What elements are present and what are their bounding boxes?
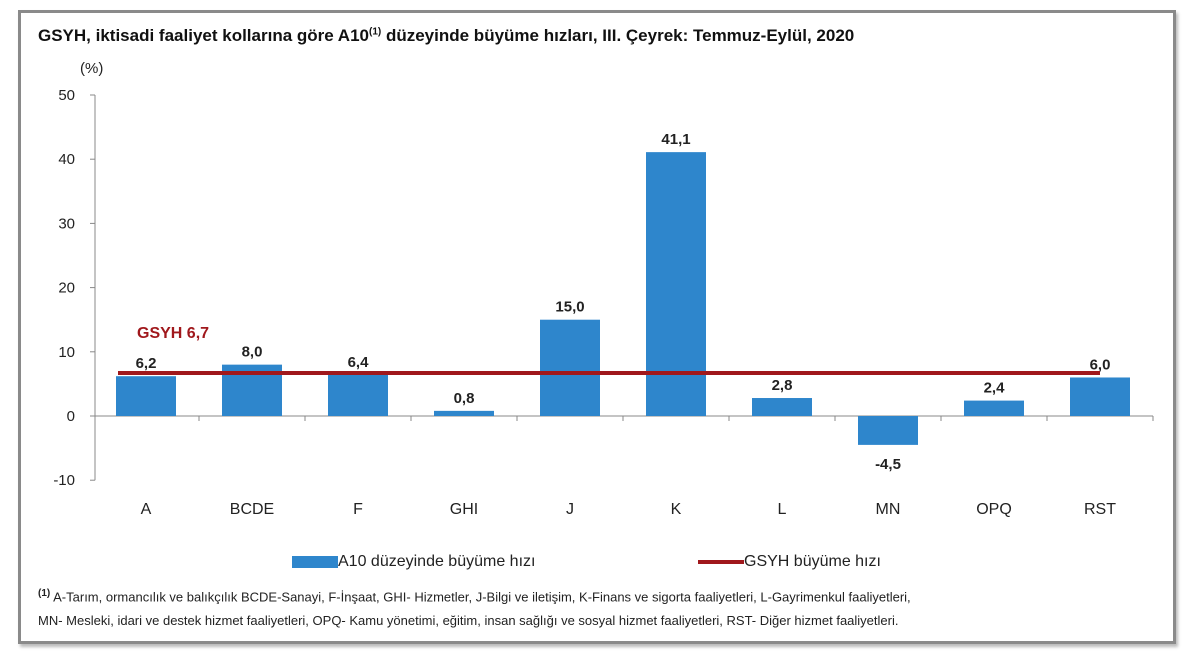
y-tick-label: 40	[58, 151, 75, 168]
bar-J	[540, 319, 600, 416]
bar-MN	[858, 416, 918, 445]
x-tick-label: J	[566, 501, 574, 518]
footnote-text-1: A-Tarım, ormancılık ve balıkçılık BCDE-S…	[50, 589, 911, 605]
data-label-RST: 6,0	[1090, 356, 1111, 373]
legend-swatch-line	[698, 560, 744, 564]
legend-label-line: GSYH büyüme hızı	[744, 553, 881, 570]
data-label-J: 15,0	[555, 299, 584, 316]
data-label-MN: -4,5	[875, 456, 901, 473]
bar-L	[752, 398, 812, 416]
x-tick-label: RST	[1084, 501, 1116, 518]
x-tick-label: MN	[876, 501, 901, 518]
bar-GHI	[434, 410, 494, 416]
y-tick-label: 20	[58, 280, 75, 297]
x-tick-label: L	[778, 501, 787, 518]
y-tick-label: 0	[67, 408, 75, 425]
data-label-A: 6,2	[136, 355, 157, 372]
gsyh-annotation: GSYH 6,7	[137, 325, 209, 342]
y-axis-unit: (%)	[80, 60, 104, 77]
footnote-line-1: (1) A-Tarım, ormancılık ve balıkçılık BC…	[38, 588, 911, 604]
title-text: GSYH, iktisadi faaliyet kollarına göre A…	[38, 26, 369, 45]
data-label-BCDE: 8,0	[242, 344, 263, 361]
x-tick-label: A	[141, 501, 152, 518]
x-tick-label: K	[671, 501, 682, 518]
data-label-GHI: 0,8	[454, 390, 475, 407]
footnote-line-2: MN- Mesleki, idari ve destek hizmet faal…	[38, 613, 898, 628]
x-tick-label: OPQ	[976, 501, 1012, 518]
y-tick-label: 30	[58, 215, 75, 232]
y-tick-label: 10	[58, 344, 75, 361]
y-tick-label: 50	[58, 87, 75, 104]
legend-label-bars: A10 düzeyinde büyüme hızı	[338, 553, 536, 570]
legend-swatch-bar	[292, 556, 338, 568]
title-footnote-marker: (1)	[369, 26, 382, 38]
legend-item-line: GSYH büyüme hızı	[698, 553, 881, 571]
bar-K	[646, 152, 706, 416]
data-label-K: 41,1	[661, 131, 690, 148]
title-text-rest: düzeyinde büyüme hızları, III. Çeyrek: T…	[381, 26, 855, 45]
x-tick-label: GHI	[450, 501, 478, 518]
x-tick-label: F	[353, 501, 363, 518]
legend-item-bars: A10 düzeyinde büyüme hızı	[292, 553, 535, 571]
data-label-F: 6,4	[348, 354, 370, 371]
bar-A	[116, 376, 176, 416]
bar-RST	[1070, 377, 1130, 416]
chart-title: GSYH, iktisadi faaliyet kollarına göre A…	[38, 26, 854, 46]
chart-frame	[18, 10, 1176, 644]
bar-F	[328, 374, 388, 416]
y-tick-label: -10	[53, 472, 75, 489]
footnote-marker: (1)	[38, 588, 51, 599]
data-label-OPQ: 2,4	[984, 380, 1006, 397]
bar-OPQ	[964, 400, 1024, 416]
x-tick-label: BCDE	[230, 501, 274, 518]
data-label-L: 2,8	[772, 377, 793, 394]
footnote-text-2: MN- Mesleki, idari ve destek hizmet faal…	[38, 613, 899, 628]
